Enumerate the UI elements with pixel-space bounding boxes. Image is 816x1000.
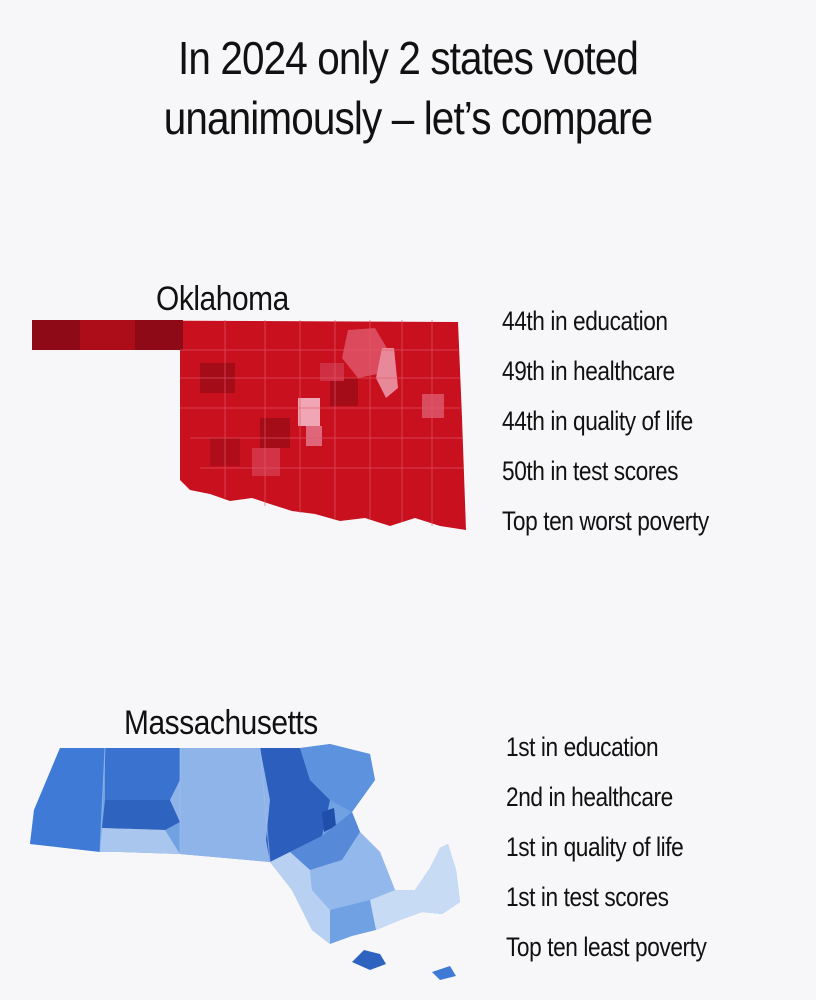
county-franklin <box>105 748 180 800</box>
massachusetts-stat-education: 1st in education <box>506 732 659 762</box>
county-light-east <box>422 394 444 418</box>
title-line-2: unanimously – let’s compare <box>163 92 653 144</box>
county-worcester <box>170 748 270 862</box>
county-norfolk <box>290 812 360 870</box>
county-berkshire <box>30 748 105 852</box>
massachusetts-stat-quality-of-life: 1st in quality of life <box>506 832 684 862</box>
oklahoma-stat-quality-of-life: 44th in quality of life <box>502 406 693 436</box>
county-borders <box>180 320 464 526</box>
oklahoma-stat-test-scores: 50th in test scores <box>502 456 679 486</box>
county-light-west <box>320 363 344 381</box>
oklahoma-outline <box>32 320 466 530</box>
oklahoma-stats-list: 44th in education 49th in healthcare 44t… <box>502 296 709 546</box>
oklahoma-stat-education: 44th in education <box>502 306 668 336</box>
county-hampden <box>100 828 180 854</box>
county-light-tulsa-area <box>342 328 388 378</box>
county-nantucket <box>432 966 456 980</box>
county-panhandle-3 <box>135 320 183 350</box>
massachusetts-stats-list: 1st in education 2nd in healthcare 1st i… <box>506 722 707 972</box>
county-bristol <box>270 852 330 944</box>
county-light-south <box>252 448 280 476</box>
massachusetts-stat-healthcare: 2nd in healthcare <box>506 782 673 812</box>
massachusetts-stat-test-scores: 1st in test scores <box>506 882 669 912</box>
massachusetts-stat-poverty: Top ten least poverty <box>506 932 707 962</box>
oklahoma-stat-healthcare: 49th in healthcare <box>502 356 675 386</box>
title-line-1: In 2024 only 2 states voted <box>177 32 639 84</box>
county-light-cleveland <box>306 426 322 446</box>
county-plymouth <box>310 832 395 910</box>
county-barnstable <box>370 844 460 930</box>
county-dark-2 <box>330 378 358 406</box>
county-borders <box>99 747 271 863</box>
county-suffolk <box>322 808 336 832</box>
county-panhandle-1 <box>32 320 80 350</box>
county-light-north <box>376 348 398 398</box>
oklahoma-label: Oklahoma <box>156 280 289 318</box>
county-panhandle-2 <box>80 320 135 350</box>
page-title: In 2024 only 2 states voted unanimously … <box>49 28 767 148</box>
oklahoma-map <box>32 320 466 530</box>
county-light-okc <box>298 398 320 426</box>
county-middlesex <box>260 748 330 862</box>
county-essex <box>300 744 375 812</box>
county-hampshire <box>102 800 180 830</box>
oklahoma-stat-poverty: Top ten worst poverty <box>502 506 709 536</box>
massachusetts-map <box>30 744 460 980</box>
county-dukes <box>352 950 386 970</box>
massachusetts-label: Massachusetts <box>124 704 318 742</box>
